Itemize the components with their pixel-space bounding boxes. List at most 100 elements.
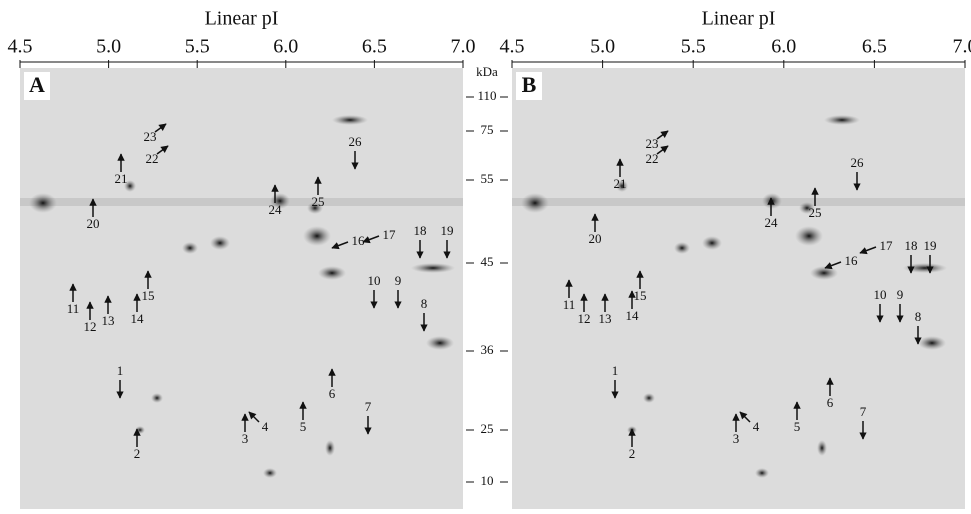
spot-label: 8 — [915, 309, 922, 324]
spot-label: 22 — [646, 151, 659, 166]
mw-tick-label: 36 — [481, 342, 495, 357]
protein-spot — [210, 236, 230, 250]
spot-label: 20 — [87, 216, 100, 231]
spot-label: 23 — [144, 129, 157, 144]
gel-band — [20, 198, 463, 206]
spot-label: 9 — [897, 287, 904, 302]
pi-tick-label: 5.0 — [96, 36, 121, 58]
spot-label: 10 — [874, 287, 887, 302]
protein-spot — [263, 468, 277, 478]
spot-label: 1 — [117, 363, 124, 378]
spot-label: 24 — [765, 215, 779, 230]
mw-tick-label: 25 — [481, 421, 494, 436]
protein-spot — [332, 115, 368, 125]
mw-tick-label: 55 — [481, 171, 494, 186]
protein-spot — [817, 440, 827, 456]
protein-spot — [151, 393, 163, 403]
pi-tick-label: 4.5 — [500, 36, 525, 58]
protein-spot — [303, 226, 331, 246]
protein-spot — [755, 468, 769, 478]
spot-label: 15 — [142, 288, 155, 303]
spot-label: 2 — [134, 446, 141, 461]
spot-label: 15 — [634, 288, 647, 303]
panel-label: B — [522, 72, 537, 97]
mw-unit: kDa — [476, 64, 498, 79]
spot-label: 4 — [262, 419, 269, 434]
pi-tick-label: 7.0 — [953, 36, 971, 58]
protein-spot — [426, 336, 454, 350]
mw-tick-label: 10 — [481, 473, 494, 488]
mw-tick-label: 110 — [477, 88, 496, 103]
spot-label: 12 — [578, 311, 591, 326]
mw-tick-label: 75 — [481, 122, 494, 137]
spot-label: 18 — [414, 223, 427, 238]
pi-tick-label: 5.5 — [185, 36, 210, 58]
spot-label: 11 — [563, 297, 576, 312]
panel-label: A — [29, 72, 45, 97]
spot-label: 20 — [589, 231, 602, 246]
protein-spot — [674, 242, 690, 254]
spot-label: 6 — [827, 395, 834, 410]
pi-tick-label: 6.0 — [771, 36, 796, 58]
spot-label: 25 — [809, 205, 822, 220]
pi-tick-label: 6.5 — [862, 36, 887, 58]
spot-label: 9 — [395, 273, 402, 288]
spot-label: 26 — [349, 134, 363, 149]
spot-label: 1 — [612, 363, 619, 378]
protein-spot — [918, 336, 946, 350]
spot-label: 26 — [851, 155, 865, 170]
spot-label: 18 — [905, 238, 918, 253]
protein-spot — [795, 226, 823, 246]
spot-label: 5 — [300, 419, 307, 434]
spot-label: 16 — [845, 253, 859, 268]
spot-label: 24 — [269, 202, 283, 217]
spot-label: 21 — [614, 176, 627, 191]
spot-label: 6 — [329, 386, 336, 401]
spot-label: 16 — [352, 233, 366, 248]
protein-spot — [762, 193, 782, 209]
pi-tick-label: 6.5 — [362, 36, 387, 58]
pi-tick-label: 4.5 — [8, 36, 33, 58]
protein-spot — [903, 263, 947, 273]
spot-label: 17 — [880, 238, 894, 253]
protein-spot — [318, 266, 346, 280]
spot-label: 19 — [924, 238, 937, 253]
axis-title: Linear pI — [702, 8, 776, 30]
spot-label: 22 — [146, 151, 159, 166]
protein-spot — [182, 242, 198, 254]
spot-label: 17 — [383, 227, 397, 242]
spot-label: 7 — [365, 399, 372, 414]
protein-spot — [824, 115, 860, 125]
spot-label: 14 — [131, 311, 145, 326]
spot-label: 8 — [421, 296, 428, 311]
protein-spot — [521, 193, 549, 213]
protein-spot — [411, 263, 455, 273]
spot-label: 3 — [242, 431, 249, 446]
protein-spot — [810, 266, 838, 280]
spot-label: 14 — [626, 308, 640, 323]
spot-label: 13 — [599, 311, 612, 326]
protein-spot — [325, 440, 335, 456]
pi-tick-label: 5.5 — [681, 36, 706, 58]
spot-label: 13 — [102, 313, 115, 328]
spot-label: 3 — [733, 431, 740, 446]
pi-tick-label: 7.0 — [451, 36, 476, 58]
axis-title: Linear pI — [205, 8, 279, 30]
protein-spot — [702, 236, 722, 250]
protein-spot — [29, 193, 57, 213]
spot-label: 2 — [629, 446, 636, 461]
spot-label: 5 — [794, 419, 801, 434]
spot-label: 7 — [860, 404, 867, 419]
spot-label: 10 — [368, 273, 381, 288]
spot-label: 12 — [84, 319, 97, 334]
spot-label: 21 — [115, 171, 128, 186]
spot-label: 11 — [67, 301, 80, 316]
mw-tick-label: 45 — [481, 254, 494, 269]
gel-band — [512, 198, 965, 206]
spot-label: 4 — [753, 419, 760, 434]
pi-tick-label: 6.0 — [273, 36, 298, 58]
spot-label: 25 — [312, 194, 325, 209]
spot-label: 23 — [646, 136, 659, 151]
